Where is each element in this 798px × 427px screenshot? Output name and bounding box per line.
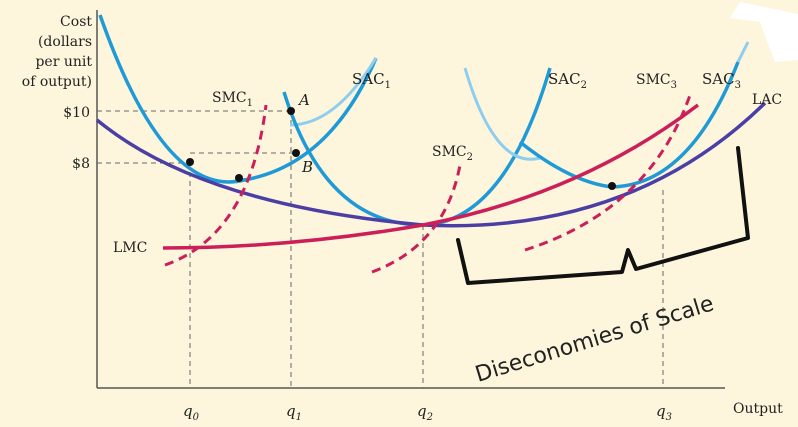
label-lac: LAC <box>752 92 782 108</box>
label-sac2: SAC2 <box>548 70 587 91</box>
smc1-curve <box>164 104 268 267</box>
sac2-left-extension <box>463 67 541 161</box>
lac-curve <box>95 101 767 228</box>
sac3-curve <box>518 61 740 189</box>
lmc-curve <box>162 103 700 250</box>
y-axis-label-line-3: per unit <box>35 54 92 70</box>
corner-decoration <box>730 2 798 62</box>
label-lmc: LMC <box>113 240 147 256</box>
x-tick-q2: q2 <box>417 402 433 423</box>
reference-lines <box>97 110 664 388</box>
point-q0-lac <box>186 158 194 166</box>
x-axis-label: Output <box>733 401 783 417</box>
y-axis-label-line-2: (dollars <box>38 34 92 50</box>
sac1-right-extension <box>289 57 378 127</box>
x-tick-q0: q0 <box>183 402 200 423</box>
diseconomies-annotation: Diseconomies of Scale <box>472 291 716 387</box>
y-axis-label-line-4: of output) <box>22 74 92 90</box>
point-b <box>292 149 300 157</box>
point-a-label: A <box>297 91 310 109</box>
label-smc2: SMC2 <box>432 144 473 163</box>
y-axis-label-line-1: Cost <box>60 14 92 30</box>
point-a <box>287 107 295 115</box>
smc3-curve <box>524 94 692 252</box>
diseconomies-bracket <box>456 146 750 285</box>
y-tick-label-8: $8 <box>72 156 90 172</box>
y-tick-label-10: $10 <box>63 105 90 121</box>
sac3-tail <box>736 41 750 63</box>
point-b-label: B <box>301 158 313 176</box>
point-sac1-min <box>235 174 243 182</box>
smc2-curve <box>371 164 462 274</box>
x-tick-q3: q3 <box>656 402 672 423</box>
label-sac3: SAC3 <box>702 70 741 91</box>
label-smc1: SMC1 <box>212 90 253 109</box>
x-tick-q1: q1 <box>286 402 302 423</box>
point-sac3-min <box>608 182 616 190</box>
label-sac1: SAC1 <box>352 70 391 91</box>
label-smc3: SMC3 <box>636 72 677 91</box>
